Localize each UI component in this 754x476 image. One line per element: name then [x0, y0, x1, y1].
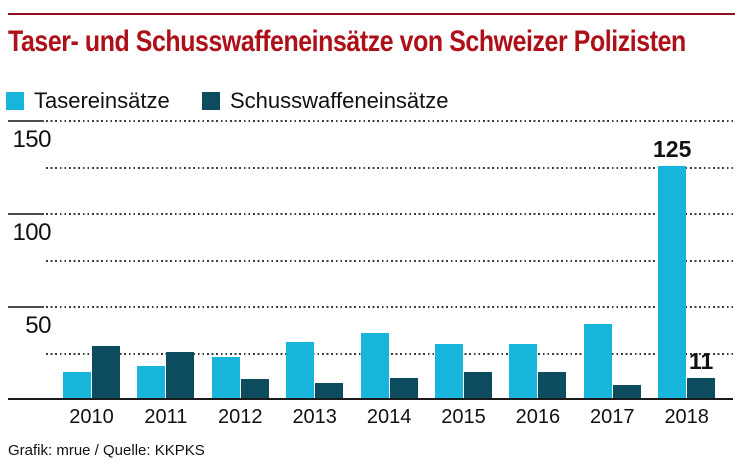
x-label-2012: 2012	[218, 406, 263, 428]
ytick-label-50: 50	[25, 312, 51, 339]
bar-firearm-2012	[240, 379, 269, 398]
bar-taser-2015	[435, 344, 463, 398]
bar-taser-2012	[211, 357, 240, 398]
ytick-mark-100	[8, 213, 44, 215]
x-label-2010: 2010	[69, 406, 114, 428]
bar-firearm-2015	[464, 371, 492, 398]
gridline-major-150	[46, 120, 733, 122]
chart-title: Taser- und Schusswaffeneinsätze von Schw…	[8, 25, 686, 58]
bar-taser-2017	[583, 323, 612, 398]
x-axis-line	[8, 398, 733, 400]
x-axis-labels: 2010 2011 2012 2013 2014 2015 2016 2017 2018	[8, 406, 733, 430]
bar-taser-2014	[360, 332, 389, 398]
legend-label-taser: Tasereinsätze	[34, 88, 170, 113]
x-label-2013: 2013	[292, 406, 337, 428]
gridline-minor-125	[46, 166, 733, 169]
bar-firearm-2017	[612, 384, 641, 398]
bar-value-label-2018-0: 125	[653, 135, 692, 162]
bar-firearm-2016	[538, 371, 567, 398]
gridline-minor-25	[46, 352, 733, 355]
bar-taser-2010	[63, 371, 91, 398]
x-label-2011: 2011	[144, 406, 188, 428]
bar-firearm-2018	[687, 377, 716, 398]
x-label-2018: 2018	[664, 406, 709, 428]
bar-firearm-2010	[92, 345, 120, 398]
firearm-color-swatch	[202, 92, 220, 110]
bar-taser-2011	[137, 366, 166, 398]
x-label-2017: 2017	[590, 406, 635, 428]
ytick-mark-50	[8, 306, 44, 308]
legend-item-firearm: Schusswaffeneinsätze	[202, 88, 449, 113]
x-label-2014: 2014	[366, 406, 412, 428]
bar-value-label-2018-1: 11	[689, 347, 714, 374]
bar-taser-2018	[658, 165, 687, 398]
legend-item-taser: Tasereinsätze	[6, 88, 170, 113]
plot-area: 50 100 150 125 11	[8, 120, 733, 400]
legend-label-firearm: Schusswaffeneinsätze	[230, 88, 449, 113]
x-label-2015: 2015	[441, 406, 486, 428]
x-label-2016: 2016	[515, 406, 561, 428]
bar-firearm-2011	[166, 351, 195, 398]
ytick-label-150: 150	[12, 126, 51, 153]
source-credit: Grafik: mrue / Quelle: KKPKS	[8, 442, 205, 459]
taser-color-swatch	[6, 92, 24, 110]
bar-taser-2013	[286, 342, 315, 398]
gridline-minor-75	[46, 259, 733, 262]
gridline-major-100	[46, 213, 733, 215]
bar-firearm-2014	[389, 377, 418, 398]
ytick-label-100: 100	[12, 219, 51, 246]
ytick-mark-150	[8, 120, 44, 122]
bar-taser-2016	[509, 344, 538, 398]
gridline-major-50	[46, 306, 733, 308]
bar-firearm-2013	[315, 383, 344, 398]
title-rule	[8, 13, 735, 15]
